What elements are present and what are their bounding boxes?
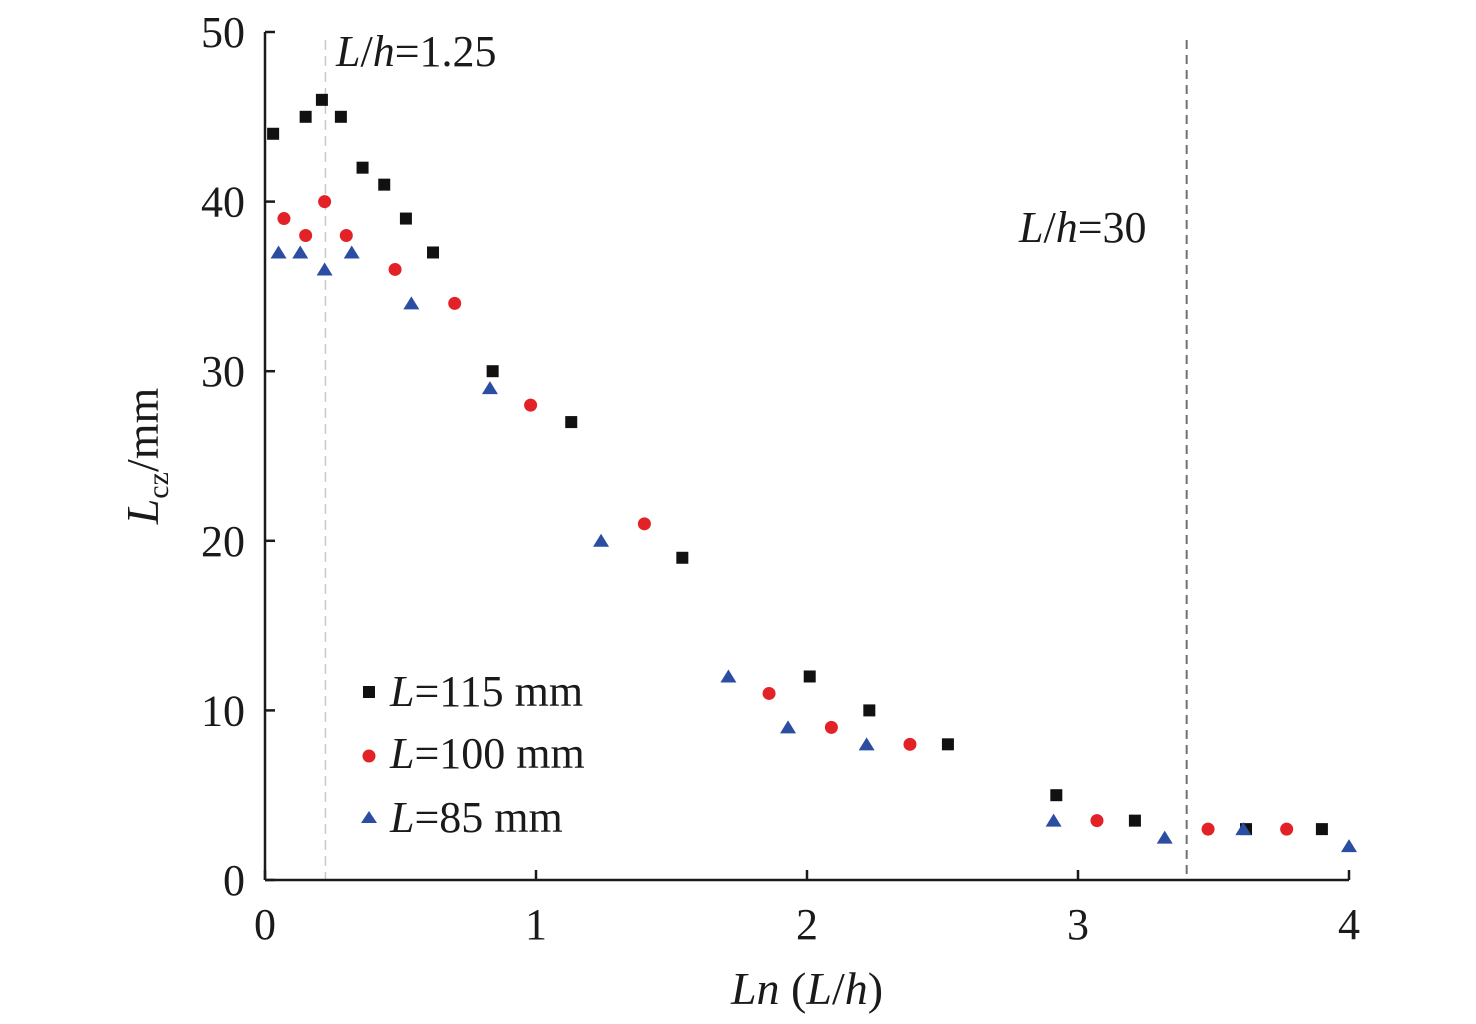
data-point-square (676, 551, 689, 564)
data-point-square (315, 93, 328, 106)
data-point-square (803, 670, 816, 683)
data-point-circle (277, 212, 291, 226)
data-point-triangle (593, 533, 610, 547)
y-tick-label: 40 (201, 178, 245, 227)
data-point-circle (1090, 814, 1104, 828)
data-point-square (486, 365, 499, 378)
data-point-triangle (292, 245, 309, 259)
data-point-square (378, 178, 391, 191)
legend-marker-triangle (361, 811, 377, 823)
data-point-triangle (780, 720, 797, 734)
x-tick-label: 4 (1338, 900, 1360, 949)
legend-marker-square (363, 686, 375, 698)
legend-label-115: L=115 mm (389, 667, 583, 716)
data-point-circle (339, 229, 353, 243)
data-point-circle (388, 262, 402, 276)
y-tick-label: 50 (201, 8, 245, 57)
data-point-circle (524, 398, 538, 412)
data-point-square (1315, 823, 1328, 836)
legend-label-85: L=85 mm (389, 793, 563, 842)
data-point-circle (1280, 822, 1294, 836)
x-tick-label: 3 (1067, 900, 1089, 949)
data-point-square (356, 161, 369, 174)
x-tick-label: 0 (254, 900, 276, 949)
y-tick-label: 0 (223, 856, 245, 905)
data-point-square (863, 704, 876, 717)
x-tick-label: 2 (796, 900, 818, 949)
data-point-triangle (720, 669, 737, 683)
y-tick-label: 20 (201, 517, 245, 566)
data-point-circle (299, 229, 313, 243)
data-point-square (1128, 814, 1141, 827)
data-point-square (267, 127, 280, 140)
data-point-square (427, 246, 440, 259)
data-point-triangle (1341, 839, 1357, 853)
x-axis-label: Ln (L/h) (730, 963, 883, 1014)
data-point-square (299, 110, 312, 123)
data-point-triangle (1045, 813, 1062, 827)
data-point-circle (1201, 822, 1215, 836)
data-point-triangle (481, 381, 498, 395)
data-point-circle (903, 737, 917, 751)
annotation-lh-1-25: L/h=1.25 (335, 27, 497, 76)
y-tick-label: 30 (201, 347, 245, 396)
data-point-triangle (403, 296, 420, 310)
data-point-triangle (1156, 830, 1173, 844)
data-point-circle (318, 195, 332, 209)
y-tick-label: 10 (201, 686, 245, 735)
data-point-square (565, 416, 578, 429)
data-points (267, 93, 1357, 853)
annotation-lh-30: L/h=30 (1018, 203, 1147, 252)
data-point-square (399, 212, 412, 225)
legend-label-100: L=100 mm (389, 729, 585, 778)
data-point-circle (637, 517, 651, 531)
data-point-triangle (316, 262, 333, 276)
data-point-circle (824, 720, 838, 734)
data-point-triangle (343, 245, 360, 259)
data-point-triangle (270, 245, 287, 259)
reference-lines (324, 40, 1188, 880)
data-point-square (941, 738, 954, 751)
legend-marker-circle (362, 749, 376, 763)
data-point-square (334, 110, 347, 123)
data-point-triangle (858, 737, 875, 751)
data-point-square (1050, 789, 1063, 802)
y-axis-label: Lcz/mm (117, 387, 175, 525)
data-point-circle (448, 296, 462, 310)
legend: L=115 mm L=100 mm L=85 mm (361, 667, 585, 842)
data-point-triangle (1235, 822, 1252, 836)
data-point-circle (762, 686, 776, 700)
x-tick-label: 1 (525, 900, 547, 949)
